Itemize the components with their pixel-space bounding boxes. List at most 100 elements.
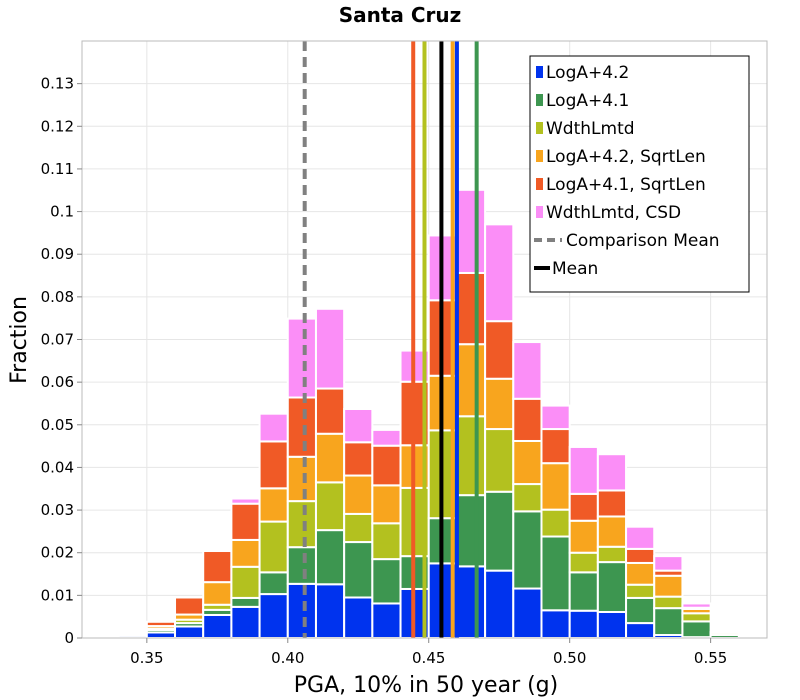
legend-label: Mean (552, 259, 598, 279)
bar-segment-3 (625, 583, 656, 599)
bar-segment-6 (681, 602, 712, 609)
bar-segment-6 (343, 408, 374, 444)
legend-box (529, 55, 750, 293)
bar-segment-4 (625, 561, 656, 586)
bar-segment-2 (596, 561, 628, 613)
bar-segment-1 (371, 602, 402, 640)
bar-segment-5 (484, 320, 515, 380)
bar-segment-1 (568, 609, 599, 639)
bar-segment-6 (258, 412, 289, 443)
bar-segment-1 (230, 605, 261, 640)
y-tick-label: 0.02 (41, 544, 74, 562)
bar-segment-3 (484, 428, 515, 493)
bar-segment-1 (258, 593, 289, 640)
bar-segment-2 (286, 546, 317, 585)
bar-segment-6 (512, 341, 543, 400)
bar-segment-1 (512, 587, 543, 640)
legend-label: LogA+4.2, SqrtLen (546, 147, 706, 167)
bar-segment-6 (484, 223, 515, 323)
bar-segment-5 (371, 444, 402, 487)
bar-segment-6 (540, 404, 571, 431)
bar-segment-2 (314, 529, 346, 586)
bar-segment-1 (625, 622, 656, 640)
legend-swatch (536, 206, 543, 218)
bar-segment-5 (202, 550, 233, 584)
bar-segment-5 (455, 271, 487, 346)
bar-segment-1 (314, 583, 346, 640)
bar-segment-3 (230, 565, 261, 599)
bar-segment-3 (512, 483, 543, 513)
y-axis: 0 0.01 0.02 0.03 0.04 0.05 0.06 0.07 0.08 0.09 0.1… (41, 75, 82, 647)
bar-segment-4 (512, 439, 543, 486)
y-tick-label: 0.01 (41, 586, 74, 604)
y-tick-label: 0 (64, 629, 74, 647)
bar-segment-5 (230, 502, 261, 541)
chart-title: Santa Cruz (339, 3, 462, 27)
bar-segment-3 (596, 545, 628, 564)
bar-segment-4 (314, 432, 346, 484)
x-tick-label: 0.50 (553, 649, 586, 667)
y-axis-title: Fraction (7, 296, 32, 384)
x-axis-title: PGA, 10% in 50 year (g) (294, 673, 558, 698)
legend-label: LogA+4.1 (546, 91, 629, 111)
bar-segment-2 (230, 596, 261, 608)
bar-segment-4 (540, 462, 571, 511)
bar-segment-5 (314, 387, 346, 435)
y-tick-label: 0.06 (41, 373, 74, 391)
bar-segment-1 (455, 565, 487, 639)
legend-label: LogA+4.2 (546, 63, 629, 83)
y-tick-label: 0.03 (41, 501, 74, 519)
bar-segment-3 (540, 508, 571, 538)
bar-segment-3 (343, 512, 374, 544)
bar-segment-3 (568, 551, 599, 574)
legend-swatch (536, 178, 543, 190)
legend-label: WdthLmtd, CSD (546, 203, 681, 223)
x-tick-label: 0.55 (694, 649, 727, 667)
bar-segment-5 (117, 632, 148, 636)
y-tick-label: 0.04 (41, 458, 74, 476)
x-axis: 0.35 0.40 0.45 0.50 0.55 (130, 638, 727, 667)
bar-segment-3 (455, 415, 487, 497)
x-tick-label: 0.45 (412, 649, 445, 667)
bar-segment-2 (653, 607, 684, 637)
y-tick-label: 0.11 (41, 160, 74, 178)
legend: LogA+4.2 LogA+4.1 WdthLmtd LogA+4.2, SqrtLe… (529, 55, 750, 293)
bar-segment-5 (258, 440, 289, 490)
bar-segment-5 (596, 489, 628, 518)
bar-segment-2 (540, 535, 571, 612)
bar-segment-4 (258, 487, 289, 523)
bar-segment-5 (145, 620, 177, 628)
y-tick-label: 0.12 (41, 117, 74, 135)
bar-segment-1 (596, 610, 628, 639)
bar-segment-6 (371, 428, 402, 447)
legend-label: WdthLmtd (546, 119, 635, 139)
bar-segment-4 (653, 574, 684, 598)
bar-segment-5 (512, 397, 543, 442)
bar-segment-2 (484, 490, 515, 572)
bar-segment-5 (286, 396, 317, 458)
legend-label: Comparison Mean (566, 231, 720, 251)
bar-segment-6 (286, 317, 317, 399)
bar-segment-2 (625, 596, 656, 625)
bar-segment-1 (174, 625, 205, 640)
bar-segment-6 (202, 549, 233, 553)
legend-label: LogA+4.1, SqrtLen (546, 175, 706, 195)
y-tick-label: 0.07 (41, 331, 74, 349)
bar-segment-1 (343, 596, 374, 639)
bar-segment-5 (540, 428, 571, 465)
bar-segment-2 (512, 510, 543, 590)
bar-segment-2 (568, 571, 599, 612)
bar-segment-4 (286, 455, 317, 503)
bar-segment-5 (343, 441, 374, 477)
y-tick-label: 0.13 (41, 75, 74, 93)
bar-segment-3 (258, 520, 289, 574)
mean-lines (302, 41, 479, 638)
bar-segment-6 (596, 453, 628, 492)
bar-segment-3 (371, 522, 402, 561)
bar-segment-4 (596, 515, 628, 548)
bar-segment-3 (286, 500, 317, 549)
bar-segment-1 (484, 569, 515, 639)
bar-segment-2 (343, 541, 374, 599)
bar-segment-1 (286, 582, 317, 639)
bar-segment-2 (371, 558, 402, 605)
